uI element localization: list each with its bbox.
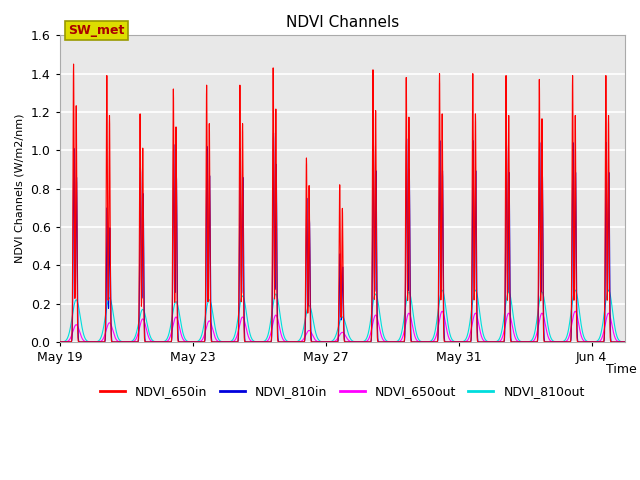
NDVI_810out (559, 338, 567, 344)
NDVI_650out (438, 308, 446, 314)
NDVI_650out (524, 339, 532, 345)
NDVI_810in (586, 339, 594, 345)
NDVI_810in (559, 339, 567, 345)
NDVI_810out (438, 288, 446, 293)
NDVI_810out (442, 309, 450, 315)
NDVI_810in (392, 339, 399, 345)
Line: NDVI_650in: NDVI_650in (60, 64, 625, 342)
NDVI_810out (586, 339, 594, 345)
NDVI_810in (621, 339, 629, 345)
Line: NDVI_650out: NDVI_650out (60, 311, 625, 342)
Line: NDVI_810out: NDVI_810out (60, 290, 625, 342)
NDVI_650out (621, 339, 629, 345)
Y-axis label: NDVI Channels (W/m2/nm): NDVI Channels (W/m2/nm) (15, 114, 25, 264)
NDVI_810in (349, 339, 356, 345)
Line: NDVI_810in: NDVI_810in (60, 133, 625, 342)
Text: SW_met: SW_met (68, 24, 124, 37)
Title: NDVI Channels: NDVI Channels (285, 15, 399, 30)
NDVI_810out (391, 339, 399, 345)
NDVI_650in (392, 339, 399, 345)
NDVI_650in (586, 339, 594, 345)
NDVI_650in (621, 339, 629, 345)
NDVI_650in (70, 61, 77, 67)
NDVI_650out (349, 339, 356, 345)
NDVI_810in (524, 339, 532, 345)
X-axis label: Time: Time (605, 363, 636, 376)
NDVI_650in (524, 339, 532, 345)
NDVI_810out (56, 339, 63, 345)
NDVI_650in (559, 339, 567, 345)
Legend: NDVI_650in, NDVI_810in, NDVI_650out, NDVI_810out: NDVI_650in, NDVI_810in, NDVI_650out, NDV… (95, 380, 590, 403)
NDVI_810in (56, 339, 63, 345)
NDVI_650in (56, 339, 63, 345)
NDVI_650in (442, 339, 450, 345)
NDVI_810in (269, 130, 277, 136)
NDVI_650out (56, 339, 63, 345)
NDVI_810out (349, 338, 356, 344)
NDVI_650in (349, 339, 356, 345)
NDVI_650out (586, 339, 594, 345)
NDVI_650out (442, 325, 450, 331)
NDVI_810in (442, 339, 450, 345)
NDVI_650out (559, 339, 567, 345)
NDVI_810out (621, 339, 629, 345)
NDVI_810out (524, 339, 532, 345)
NDVI_650out (391, 339, 399, 345)
